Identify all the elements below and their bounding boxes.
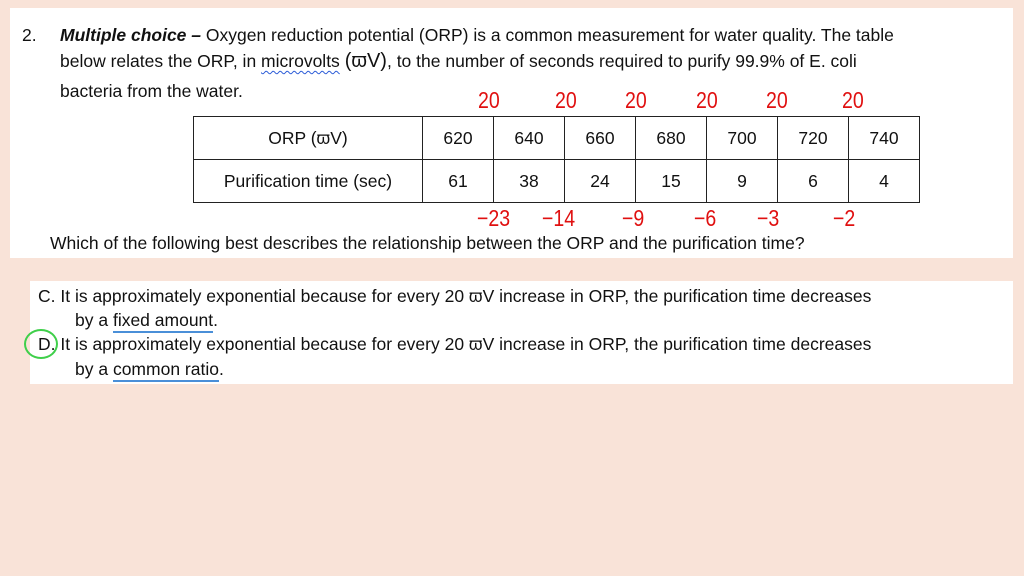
table-cell: 4 [848, 159, 920, 203]
option-d[interactable]: D. It is approximately exponential becau… [38, 333, 871, 355]
option-d-letter: D. [38, 334, 56, 354]
top-diff-6: 20 [842, 87, 864, 113]
option-c-text: It is approximately exponential because … [55, 286, 872, 306]
table-cell: 61 [422, 159, 494, 203]
table-cell: 6 [777, 159, 849, 203]
bottom-diff-2: −14 [542, 205, 576, 231]
table-cell: 640 [493, 116, 565, 160]
table-header-time: Purification time (sec) [193, 159, 423, 203]
answer-circle-mark [24, 329, 58, 359]
table-row-time: Purification time (sec) 61 38 24 15 9 6 … [193, 159, 920, 203]
top-diff-4: 20 [696, 87, 718, 113]
question-number: 2. [22, 25, 37, 45]
table-cell: 620 [422, 116, 494, 160]
question-title: Multiple choice – [60, 25, 201, 45]
option-c-line-2-a: by a [75, 310, 113, 330]
question-intro: Oxygen reduction potential (ORP) is a co… [201, 25, 894, 45]
table-cell: 24 [564, 159, 636, 203]
table-cell: 740 [848, 116, 920, 160]
table-cell: 700 [706, 116, 778, 160]
fixed-amount-underlined: fixed amount [112, 310, 214, 333]
microvolts-word: microvolts [261, 51, 340, 71]
orp-table: ORP (ϖV) 620 640 660 680 700 720 740 Pur… [193, 116, 920, 203]
table-cell: 720 [777, 116, 849, 160]
table-cell: 15 [635, 159, 707, 203]
table-cell: 9 [706, 159, 778, 203]
top-diff-1: 20 [478, 87, 500, 113]
table-header-orp: ORP (ϖV) [193, 116, 423, 160]
option-c[interactable]: C. It is approximately exponential becau… [38, 285, 871, 307]
question-prompt: Which of the following best describes th… [50, 233, 805, 253]
question-line-2-b: , to the number of seconds required to p… [386, 51, 857, 71]
unit-symbol: (ϖV) [344, 50, 387, 72]
option-d-line-2-a: by a [75, 359, 113, 379]
option-c-line-2: by a fixed amount. [75, 309, 219, 333]
option-c-letter: C. [38, 286, 56, 306]
top-diff-2: 20 [555, 87, 577, 113]
bottom-diff-4: −6 [694, 205, 717, 231]
bottom-diff-1: −23 [477, 205, 511, 231]
option-d-period: . [218, 359, 224, 379]
question-line-3: bacteria from the water. [60, 81, 243, 101]
table-cell: 680 [635, 116, 707, 160]
bottom-diff-3: −9 [622, 205, 645, 231]
option-c-period: . [213, 310, 219, 330]
option-d-text: It is approximately exponential because … [55, 334, 872, 354]
answer-card: C. It is approximately exponential becau… [24, 281, 1013, 384]
question-line-1: Multiple choice – Oxygen reduction poten… [60, 24, 894, 46]
question-line-2-a: below relates the ORP, in [60, 51, 262, 71]
question-line-2: below relates the ORP, in microvolts (ϖV… [60, 50, 857, 72]
option-d-line-2: by a common ratio. [75, 358, 224, 382]
top-diff-3: 20 [625, 87, 647, 113]
table-row-orp: ORP (ϖV) 620 640 660 680 700 720 740 [193, 116, 920, 160]
bottom-diff-5: −3 [757, 205, 780, 231]
top-diff-5: 20 [766, 87, 788, 113]
table-cell: 660 [564, 116, 636, 160]
table-cell: 38 [493, 159, 565, 203]
question-card: 2. Multiple choice – Oxygen reduction po… [10, 8, 1013, 258]
bottom-diff-6: −2 [833, 205, 856, 231]
common-ratio-underlined: common ratio [112, 359, 219, 382]
